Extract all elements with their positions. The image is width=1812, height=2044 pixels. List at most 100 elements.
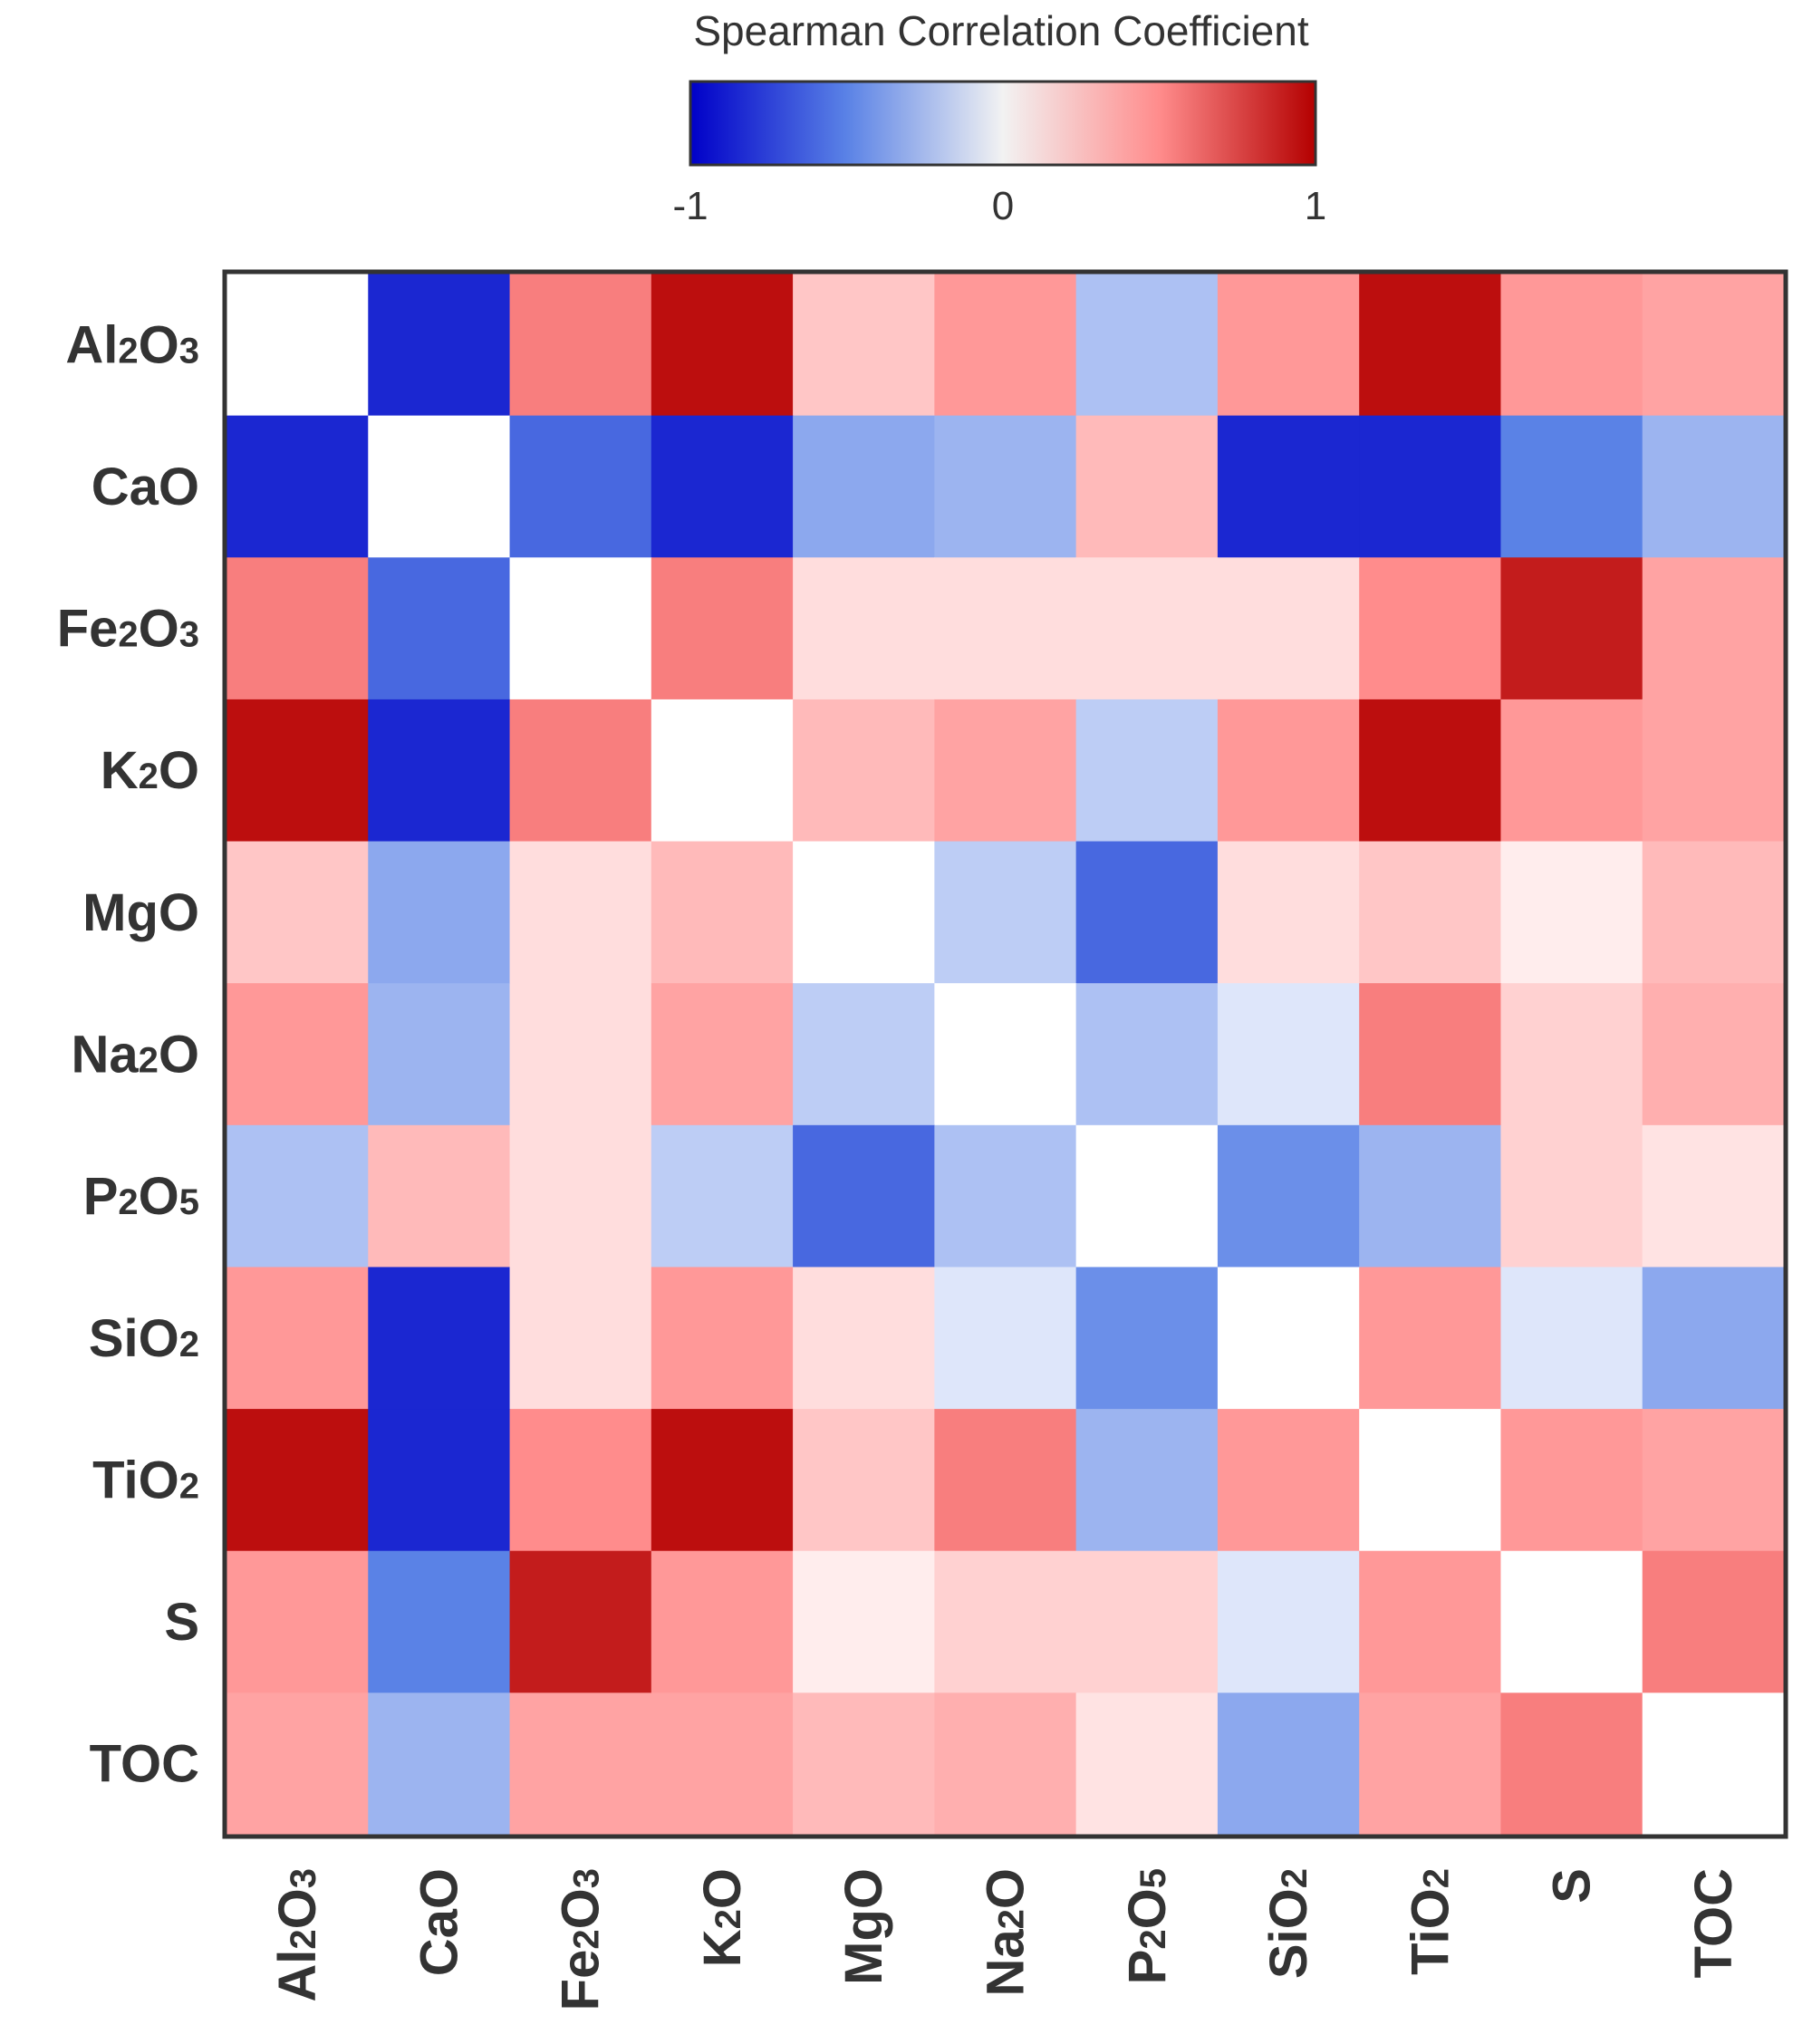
heatmap-cell-r9-c3 xyxy=(651,1550,794,1693)
heatmap-cell-r10-c5 xyxy=(934,1692,1077,1836)
column-label-2: Fe2O3 xyxy=(552,1868,611,2010)
heatmap-cell-r9-c1 xyxy=(368,1550,511,1693)
heatmap-cell-r8-c3 xyxy=(651,1409,794,1552)
heatmap-cell-r10-c1 xyxy=(368,1692,511,1836)
heatmap-cell-r8-c7 xyxy=(1217,1409,1360,1552)
heatmap-cell-r3-c8 xyxy=(1359,699,1502,843)
heatmap-cell-r1-c5 xyxy=(934,415,1077,558)
heatmap-cell-r9-c5 xyxy=(934,1550,1077,1693)
heatmap-cell-r6-c9 xyxy=(1500,1124,1643,1268)
plot-frame xyxy=(222,269,1788,1839)
heatmap-cell-r6-c4 xyxy=(793,1124,935,1268)
heatmap-cell-r8-c1 xyxy=(368,1409,511,1552)
column-label-9: S xyxy=(1543,1868,1602,1904)
heatmap-cell-r0-c5 xyxy=(934,274,1077,417)
heatmap-cell-r5-c2 xyxy=(509,983,652,1126)
heatmap-cell-r4-c6 xyxy=(1075,841,1219,984)
heatmap-cell-r2-c4 xyxy=(793,557,935,700)
row-label-9: S xyxy=(164,1593,199,1652)
heatmap-cell-r3-c5 xyxy=(934,699,1077,843)
heatmap-cell-r3-c2 xyxy=(509,699,652,843)
heatmap-cell-r3-c1 xyxy=(368,699,511,843)
heatmap-cell-r3-c9 xyxy=(1500,699,1643,843)
heatmap-cell-r0-c0 xyxy=(226,274,369,417)
heatmap-cell-r6-c7 xyxy=(1217,1124,1360,1268)
heatmap-cell-r1-c10 xyxy=(1642,415,1785,558)
heatmap-cell-r6-c6 xyxy=(1075,1124,1219,1268)
heatmap-cell-r6-c10 xyxy=(1642,1124,1785,1268)
heatmap-cell-r7-c3 xyxy=(651,1267,794,1410)
heatmap-cell-r5-c6 xyxy=(1075,983,1219,1126)
heatmap-cell-r4-c4 xyxy=(793,841,935,984)
heatmap-cell-r10-c6 xyxy=(1075,1692,1219,1836)
heatmap-cell-r6-c1 xyxy=(368,1124,511,1268)
heatmap-cell-r3-c4 xyxy=(793,699,935,843)
heatmap-cell-r2-c8 xyxy=(1359,557,1502,700)
heatmap-cell-r1-c6 xyxy=(1075,415,1219,558)
heatmap-cell-r7-c8 xyxy=(1359,1267,1502,1410)
heatmap-cell-r8-c10 xyxy=(1642,1409,1785,1552)
row-label-10: TOC xyxy=(90,1735,199,1794)
row-label-2: Fe2O3 xyxy=(57,600,199,659)
heatmap-cell-r5-c3 xyxy=(651,983,794,1126)
heatmap-cell-r8-c6 xyxy=(1075,1409,1219,1552)
heatmap-cell-r7-c5 xyxy=(934,1267,1077,1410)
heatmap-cell-r1-c4 xyxy=(793,415,935,558)
heatmap-cell-r1-c3 xyxy=(651,415,794,558)
column-label-5: Na2O xyxy=(977,1868,1036,1997)
row-label-4: MgO xyxy=(82,883,199,942)
heatmap-cell-r4-c3 xyxy=(651,841,794,984)
column-label-1: CaO xyxy=(410,1868,468,1976)
row-label-0: Al2O3 xyxy=(65,315,199,374)
heatmap-cell-r2-c9 xyxy=(1500,557,1643,700)
heatmap-cell-r3-c6 xyxy=(1075,699,1219,843)
heatmap-cell-r1-c1 xyxy=(368,415,511,558)
colorbar-tick-2: 1 xyxy=(1305,184,1326,228)
colorbar-ticks: -1 0 1 xyxy=(672,184,1326,228)
heatmap-cell-r0-c4 xyxy=(793,274,935,417)
heatmap-cell-r9-c10 xyxy=(1642,1550,1785,1693)
heatmap-cell-r7-c4 xyxy=(793,1267,935,1410)
heatmap-cell-r2-c1 xyxy=(368,557,511,700)
column-label-4: MgO xyxy=(834,1868,893,1985)
heatmap-cell-r5-c8 xyxy=(1359,983,1502,1126)
heatmap-cell-r10-c0 xyxy=(226,1692,369,1836)
heatmap-cell-r1-c2 xyxy=(509,415,652,558)
heatmap-cell-r2-c3 xyxy=(651,557,794,700)
column-labels: Al2O3 CaO Fe2O3 K2O MgO Na2O P2O5 SiO2 TiO2 S TOC xyxy=(268,1868,1743,2010)
heatmap-cell-r9-c2 xyxy=(509,1550,652,1693)
heatmap-cell-r10-c9 xyxy=(1500,1692,1643,1836)
heatmap-cell-r5-c5 xyxy=(934,983,1077,1126)
colorbar-tick-0: -1 xyxy=(672,184,708,228)
colorbar-title: Spearman Correlation Coefficient xyxy=(693,7,1309,54)
heatmap-cell-r8-c0 xyxy=(226,1409,369,1552)
heatmap-cell-r2-c6 xyxy=(1075,557,1219,700)
heatmap-cell-r1-c7 xyxy=(1217,415,1360,558)
heatmap-cell-r9-c9 xyxy=(1500,1550,1643,1693)
heatmap-cell-r10-c3 xyxy=(651,1692,794,1836)
heatmap-cell-r9-c7 xyxy=(1217,1550,1360,1693)
row-label-5: Na2O xyxy=(71,1026,199,1085)
heatmap-cell-r4-c2 xyxy=(509,841,652,984)
heatmap-cell-r0-c7 xyxy=(1217,274,1360,417)
row-label-8: TiO2 xyxy=(92,1451,199,1509)
colorbar xyxy=(689,80,1317,167)
heatmap-cell-r1-c8 xyxy=(1359,415,1502,558)
heatmap-cell-r9-c8 xyxy=(1359,1550,1502,1693)
column-label-8: TiO2 xyxy=(1401,1868,1460,1975)
heatmap-cell-r7-c7 xyxy=(1217,1267,1360,1410)
heatmap-cell-r3-c7 xyxy=(1217,699,1360,843)
heatmap-cell-r6-c8 xyxy=(1359,1124,1502,1268)
row-label-1: CaO xyxy=(92,458,199,516)
heatmap-cell-r6-c3 xyxy=(651,1124,794,1268)
heatmap-cell-r0-c8 xyxy=(1359,274,1502,417)
heatmap-cell-r2-c2 xyxy=(509,557,652,700)
row-label-3: K2O xyxy=(101,741,199,800)
row-label-7: SiO2 xyxy=(89,1309,199,1368)
heatmap-cell-r5-c1 xyxy=(368,983,511,1126)
heatmap-cell-r6-c5 xyxy=(934,1124,1077,1268)
heatmap-cell-r4-c8 xyxy=(1359,841,1502,984)
heatmap-cell-r8-c8 xyxy=(1359,1409,1502,1552)
heatmap-cell-r6-c0 xyxy=(226,1124,369,1268)
